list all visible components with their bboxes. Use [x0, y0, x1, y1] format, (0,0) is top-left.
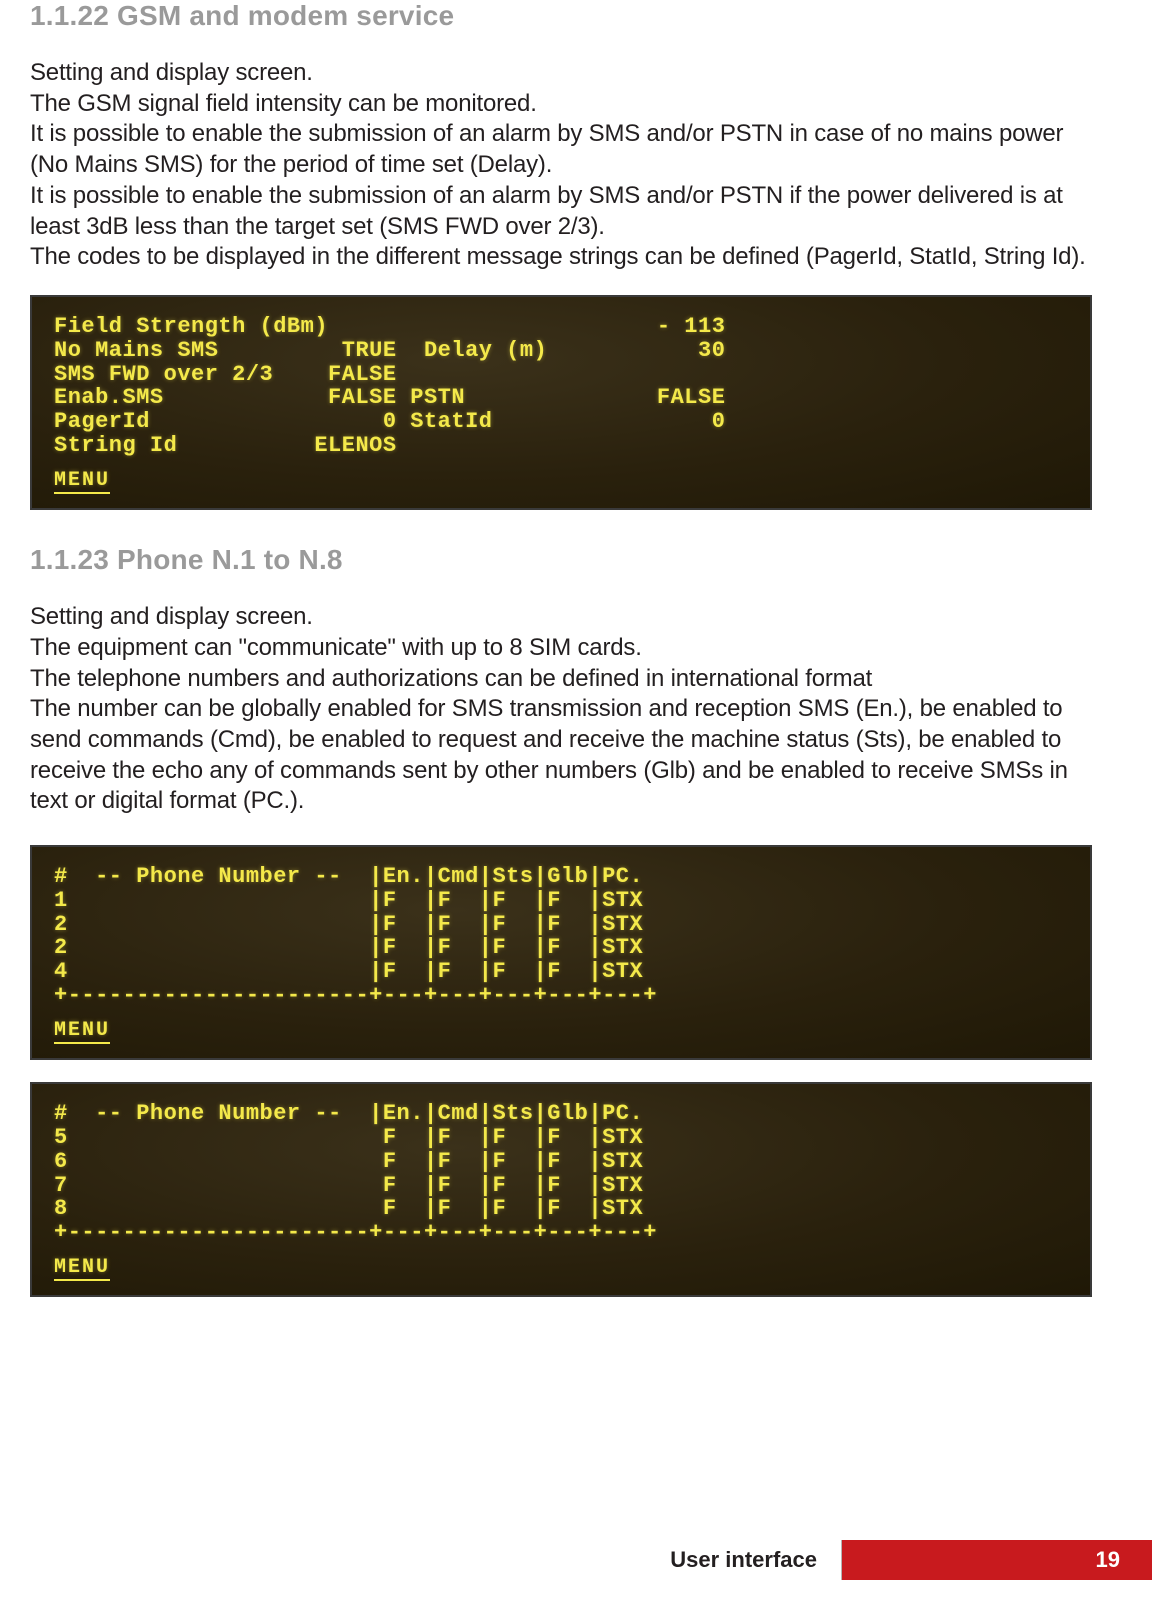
page-footer: User interface 19 — [0, 1540, 1152, 1580]
lcd-menu-label: MENU — [54, 1257, 110, 1282]
lcd-screen-gsm: Field Strength (dBm) - 113 No Mains SMS … — [30, 295, 1092, 510]
body-text: It is possible to enable the submission … — [30, 119, 1092, 180]
body-text: The number can be globally enabled for S… — [30, 694, 1092, 817]
body-text: The GSM signal field intensity can be mo… — [30, 89, 1092, 120]
lcd-line: 5 F |F |F |F |STX — [54, 1125, 643, 1150]
section-heading-phone: 1.1.23 Phone N.1 to N.8 — [30, 544, 1092, 576]
lcd-line: +----------------------+---+---+---+---+… — [54, 983, 657, 1008]
body-text: Setting and display screen. — [30, 58, 1092, 89]
lcd-line: 1 |F |F |F |F |STX — [54, 888, 643, 913]
body-text: The equipment can "communicate" with up … — [30, 633, 1092, 664]
lcd-line: PagerId 0 StatId 0 — [54, 409, 725, 434]
footer-section-label: User interface — [670, 1547, 817, 1573]
lcd-line: 6 F |F |F |F |STX — [54, 1149, 643, 1174]
lcd-line: Enab.SMS FALSE PSTN FALSE — [54, 385, 725, 410]
body-text: Setting and display screen. — [30, 602, 1092, 633]
lcd-line: SMS FWD over 2/3 FALSE — [54, 362, 397, 387]
lcd-line: # -- Phone Number -- |En.|Cmd|Sts|Glb|PC… — [54, 1101, 643, 1126]
lcd-menu-label: MENU — [54, 470, 110, 495]
footer-right: 19 — [842, 1540, 1152, 1580]
lcd-line: String Id ELENOS — [54, 433, 397, 458]
lcd-line: No Mains SMS TRUE Delay (m) 30 — [54, 338, 725, 363]
body-text: It is possible to enable the submission … — [30, 181, 1092, 242]
lcd-line: Field Strength (dBm) - 113 — [54, 314, 725, 339]
lcd-menu-label: MENU — [54, 1020, 110, 1045]
footer-page-number: 19 — [1096, 1547, 1120, 1573]
lcd-screen-phone-5-8: # -- Phone Number -- |En.|Cmd|Sts|Glb|PC… — [30, 1082, 1092, 1297]
lcd-line: 8 F |F |F |F |STX — [54, 1196, 643, 1221]
body-text: The telephone numbers and authorizations… — [30, 664, 1092, 695]
section-heading-gsm: 1.1.22 GSM and modem service — [30, 0, 1092, 32]
footer-left: User interface — [0, 1540, 841, 1580]
lcd-line: 2 |F |F |F |F |STX — [54, 912, 643, 937]
lcd-line: +----------------------+---+---+---+---+… — [54, 1220, 657, 1245]
lcd-screen-phone-1-4: # -- Phone Number -- |En.|Cmd|Sts|Glb|PC… — [30, 845, 1092, 1060]
lcd-line: 2 |F |F |F |F |STX — [54, 935, 643, 960]
lcd-line: 7 F |F |F |F |STX — [54, 1173, 643, 1198]
body-text: The codes to be displayed in the differe… — [30, 242, 1092, 273]
lcd-line: # -- Phone Number -- |En.|Cmd|Sts|Glb|PC… — [54, 864, 643, 889]
lcd-line: 4 |F |F |F |F |STX — [54, 959, 643, 984]
